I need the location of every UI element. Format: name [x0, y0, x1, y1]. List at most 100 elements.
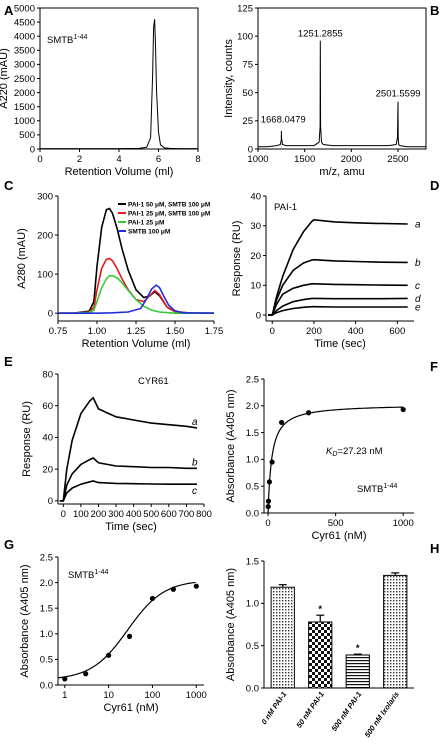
- significance-marker: *: [318, 604, 322, 615]
- panel-letter-a: A: [4, 3, 14, 18]
- y-tick-label: 10: [250, 281, 261, 292]
- bar: [308, 621, 333, 689]
- plot-frame: [257, 7, 427, 150]
- x-tick-label: 300: [108, 509, 124, 520]
- kd-annotation: KD=27.23 nM: [326, 446, 383, 458]
- y-axis-label: Absorbance (A405 nm): [19, 564, 31, 677]
- annotation-superscript: 1-44: [73, 34, 87, 41]
- x-tick-label: 400: [348, 326, 364, 337]
- data-point: [278, 419, 285, 426]
- y-tick-label: 1.5: [246, 428, 259, 439]
- sensorgram-line: [268, 258, 408, 316]
- data-point: [170, 586, 176, 592]
- y-tick-label: 2.5: [246, 374, 259, 385]
- x-axis-label: Retention Volume (ml): [82, 338, 191, 350]
- y-tick-label: 125: [237, 3, 253, 14]
- x-tick-label: 600: [389, 326, 405, 337]
- annotation-superscript: 1-44: [383, 483, 397, 490]
- y-tick-label: 2.0: [40, 578, 53, 589]
- bar: [383, 574, 408, 689]
- y-axis-label: A280 (mAU): [16, 228, 28, 289]
- peak-label: 1668.0479: [261, 114, 306, 125]
- sensorgram-line: [59, 457, 197, 502]
- y-axis-label: Absorbance (A405 nm): [225, 389, 237, 502]
- legend-entry: SMTB 100 μM: [128, 228, 170, 235]
- y-tick-label: 20: [250, 251, 261, 262]
- annotation-superscript: 1-44: [94, 569, 108, 576]
- curve-label: c: [192, 486, 197, 497]
- kd-value: =27.23 nM: [337, 446, 382, 457]
- data-point: [266, 479, 273, 485]
- y-tick-label: 1.5: [246, 556, 259, 567]
- y-tick-label: 0.5: [40, 655, 53, 666]
- y-tick-label: 0: [248, 144, 253, 155]
- x-tick-label: 4: [116, 154, 121, 165]
- peak-label: 1251.2855: [298, 28, 343, 39]
- y-tick-label: 0.0: [246, 508, 259, 519]
- data-point: [149, 595, 156, 602]
- x-tick-label: 700: [178, 509, 194, 520]
- x-tick-label: 10: [103, 690, 114, 701]
- y-tick-label: 1.5: [40, 604, 53, 615]
- y-axis-label: A220 (mAU): [0, 48, 10, 109]
- y-tick-label: 0.0: [40, 680, 53, 691]
- x-tick-label: 0: [265, 518, 270, 529]
- y-tick-label: 0.5: [246, 641, 259, 652]
- y-tick-label: 30: [250, 221, 261, 232]
- y-tick-label: 3500: [14, 46, 35, 57]
- x-tick-label: 1000: [393, 518, 414, 529]
- x-tick-label: 2: [77, 154, 82, 165]
- x-tick-label: 1.00: [88, 326, 107, 337]
- annotation-text: SMTB1-44: [68, 569, 109, 581]
- sensorgram-line: [268, 218, 408, 316]
- annotation-text: CYR61: [138, 376, 169, 387]
- curve-label: e: [415, 303, 421, 314]
- panel-f: 0.0 0.5 1.0 1.5 2.0 2.5 0 500 1000 Cyr61 (nM) Abso…: [225, 374, 414, 542]
- annotation-main: SMTB: [68, 570, 94, 581]
- x-tick-label: 8: [195, 154, 200, 165]
- y-tick-label: 2.0: [246, 401, 259, 412]
- fit-curve: [267, 406, 404, 514]
- curve-label: d: [415, 294, 421, 305]
- annotation-text: PAI-1: [274, 202, 297, 213]
- y-tick-label: 1.0: [246, 455, 259, 466]
- curve-label: c: [415, 281, 420, 292]
- curve-label: b: [415, 258, 421, 269]
- panel-c: 0 100 200 300 0.75 1.00 1.25 1.50 1.75 Retention …: [16, 191, 223, 350]
- category-label: 500 nM Ixolaris: [363, 690, 401, 739]
- y-tick-label: 0.5: [246, 482, 259, 493]
- y-tick-label: 25: [242, 116, 253, 127]
- x-tick-label: 0: [270, 326, 275, 337]
- bar: [270, 586, 295, 689]
- peak-label: 2501.5599: [376, 88, 421, 99]
- x-tick-label: 600: [161, 509, 177, 520]
- y-tick-label: 2500: [14, 74, 35, 85]
- y-tick-label: 60: [42, 401, 53, 412]
- sensorgram-line: [268, 305, 408, 316]
- y-tick-label: 0: [48, 308, 53, 319]
- x-tick-label: 200: [91, 509, 107, 520]
- annotation-main: SMTB: [47, 35, 73, 46]
- series-line: [58, 257, 214, 314]
- category-label: 500 nM PAI-1: [330, 690, 364, 733]
- panel-h: 0.0 0.5 1.0 1.5 Absorbance (A405 nm) 0 nM PAI…: [225, 556, 414, 739]
- y-tick-label: 200: [37, 230, 53, 241]
- x-tick-label: 400: [126, 509, 142, 520]
- curve-label: a: [192, 417, 198, 428]
- x-tick-label: 500: [328, 518, 344, 529]
- chromatogram-line: [40, 19, 198, 150]
- panel-letter-f: F: [430, 359, 438, 374]
- y-tick-label: 0: [30, 144, 35, 155]
- y-tick-label: 500: [19, 130, 35, 141]
- x-tick-label: 800: [196, 509, 212, 520]
- y-axis-label: Response (RU): [231, 221, 243, 297]
- x-axis-label: Cyr61 (nM): [311, 530, 366, 542]
- panel-letter-g: G: [4, 537, 14, 552]
- plot-frame: [39, 7, 199, 150]
- y-tick-label: 100: [37, 269, 53, 280]
- sensorgram-line: [59, 480, 197, 502]
- series-line: [58, 284, 215, 314]
- x-tick-label: 1.25: [127, 326, 146, 337]
